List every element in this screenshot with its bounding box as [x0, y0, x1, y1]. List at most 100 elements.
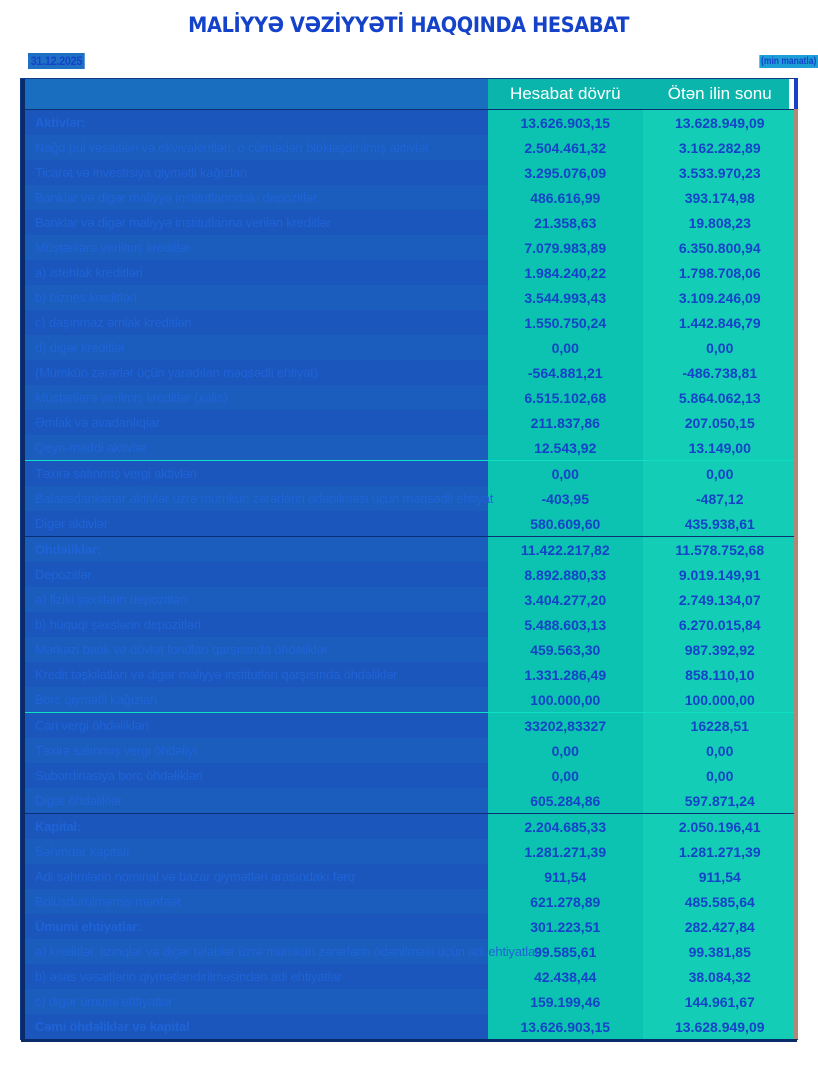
row-label: Təxirə salınmış vergi aktivləri [21, 461, 488, 486]
row-label: d) digər kreditlər [21, 335, 488, 360]
row-value-current: 11.422.217,82 [488, 537, 643, 562]
table-row: b) biznes kreditləri 3.544.993,43 3.109.24… [21, 285, 797, 310]
table-row: Müştərilərə verilmiş kreditlər (xalis) 6.… [21, 385, 797, 410]
row-value-previous: 1.281.271,39 [642, 839, 797, 864]
table-row: Təxirə salınmış vergi öhdəliyi 0,00 0,00 [21, 738, 797, 763]
table-row: Balansdankənar aktivlər üzrə mümkün zərə… [21, 486, 797, 511]
row-label: Təxirə salınmış vergi öhdəliyi [21, 738, 488, 763]
table-row: Subordinasiya borc öhdəlikləri 0,00 0,00 [21, 763, 797, 788]
report-meta-row: 31.12.2025 (min manatla) [0, 53, 818, 75]
table-row: Adi səhmlərin nominal və bazar qiymətlər… [21, 864, 797, 889]
row-value-previous: 987.392,92 [642, 637, 797, 662]
row-label-text: Balansdankənar aktivlər üzrə mümkün zərə… [35, 491, 494, 506]
row-value-previous: -486.738,81 [642, 360, 797, 385]
table-header-right-edge [794, 79, 798, 109]
row-value-current: 100.000,00 [488, 687, 643, 712]
row-value-current: 1.984.240,22 [488, 260, 643, 285]
row-value-current: 6.515.102,68 [488, 385, 643, 410]
row-value-current: 621.278,89 [488, 889, 643, 914]
row-value-previous: 3.162.282,89 [642, 135, 797, 160]
row-value-previous: 0,00 [642, 763, 797, 788]
row-value-previous: 0,00 [642, 738, 797, 763]
row-value-previous: 5.864.062,13 [642, 385, 797, 410]
row-value-current: 911,54 [488, 864, 643, 889]
table-row: Əmlak və avadanlıqlar 211.837,86 207.050,1… [21, 410, 797, 435]
row-label: a) fiziki şəxslərin depozitləri [21, 587, 488, 612]
row-label: Nağd pul vəsaitləri və ekvivalentləri, o… [21, 135, 488, 160]
row-value-previous: 38.084,32 [642, 964, 797, 989]
row-value-previous: 393.174,98 [642, 185, 797, 210]
table-row: Kredit təşkilatları və digər maliyyə ins… [21, 662, 797, 687]
row-value-previous: -487,12 [642, 486, 797, 511]
table-row: a) fiziki şəxslərin depozitləri 3.404.277… [21, 587, 797, 612]
table-row: Bölüşdürülməmiş mənfəət 621.278,89 485.585… [21, 889, 797, 914]
table-row: Qeyri-maddi aktivlər 12.543,92 13.149,00 [21, 435, 797, 460]
table-bottom-edge [21, 1039, 797, 1042]
row-value-current: 21.358,63 [488, 210, 643, 235]
row-value-current: 0,00 [488, 335, 643, 360]
row-label: Bölüşdürülməmiş mənfəət [21, 889, 488, 914]
row-value-current: 159.199,46 [488, 989, 643, 1014]
row-value-current: 0,00 [488, 461, 643, 486]
financial-statement-table: Hesabat dövrü Ötən ilin sonu Aktivlər: 13… [20, 78, 798, 1042]
row-value-previous: 13.628.949,09 [642, 1014, 797, 1039]
row-value-current: 12.543,92 [488, 435, 643, 460]
row-label: Banklar və digər maliyyə institutlarında… [21, 185, 488, 210]
row-value-previous: 11.578.752,68 [642, 537, 797, 562]
table-row: d) digər kreditlər 0,00 0,00 [21, 335, 797, 360]
row-value-previous: 597.871,24 [642, 788, 797, 813]
row-value-current: 13.626.903,15 [488, 110, 643, 135]
table-row: b) hüquqi şəxslərin depozitləri 5.488.603… [21, 612, 797, 637]
row-label: b) biznes kreditləri [21, 285, 488, 310]
header-label-cell [21, 79, 488, 109]
row-label-text: Nağd pul vəsaitləri və ekvivalentləri, o… [35, 140, 430, 155]
table-left-edge [21, 79, 25, 1039]
table-row: Nağd pul vəsaitləri və ekvivalentləri, o… [21, 135, 797, 160]
row-label: Müştərilərə verilmiş kreditlər (xalis) [21, 385, 488, 410]
row-value-current: -564.881,21 [488, 360, 643, 385]
row-value-current: 3.404.277,20 [488, 587, 643, 612]
currency-units-label: (min manatla) [759, 55, 818, 68]
row-label: Adi səhmlərin nominal və bazar qiymətlər… [21, 864, 488, 889]
row-value-previous: 435.938,61 [642, 511, 797, 536]
row-label: c) daşınmaz əmlak kreditləri [21, 310, 488, 335]
row-label-text: a) kreditlər, lizinqlər və digər tələblə… [35, 944, 540, 959]
row-value-previous: 6.270.015,84 [642, 612, 797, 637]
row-label: Mərkəzi bank və dövlət fondları qarşısın… [21, 637, 488, 662]
table-body: Aktivlər: 13.626.903,15 13.628.949,09 Nağd … [21, 109, 797, 1039]
row-label: a) kreditlər, lizinqlər və digər tələblə… [21, 939, 539, 964]
row-value-previous: 2.050.196,41 [642, 814, 797, 839]
row-label: Subordinasiya borc öhdəlikləri [21, 763, 488, 788]
row-value-current: 1.331.286,49 [488, 662, 643, 687]
row-value-current: -403,95 [488, 486, 643, 511]
table-row: Banklar və digər maliyyə institutlarına … [21, 210, 797, 235]
row-label: Öhdəliklər: [21, 537, 488, 562]
row-value-previous: 144.961,67 [642, 989, 797, 1014]
row-value-previous: 1.798.708,06 [642, 260, 797, 285]
row-value-previous: 0,00 [642, 335, 797, 360]
row-label: Kredit təşkilatları və digər maliyyə ins… [21, 662, 488, 687]
row-value-current: 33202,83327 [488, 713, 643, 738]
table-row: Öhdəliklər: 11.422.217,82 11.578.752,68 [21, 536, 797, 562]
row-value-previous: 911,54 [642, 864, 797, 889]
row-value-previous: 99.381,85 [642, 939, 797, 964]
row-value-previous: 485.585,64 [642, 889, 797, 914]
row-value-previous: 9.019.149,91 [642, 562, 797, 587]
table-row: a) kreditlər, lizinqlər və digər tələblə… [21, 939, 797, 964]
row-label: Digər öhdəliklər [21, 788, 488, 813]
row-label: Ticarət və investisiya qiymətli kağızlar… [21, 160, 488, 185]
row-value-current: 0,00 [488, 738, 643, 763]
row-value-previous: 2.749.134,07 [642, 587, 797, 612]
row-label: Depozitlər [21, 562, 488, 587]
table-row: Səhmdar kapitalı 1.281.271,39 1.281.271,39 [21, 839, 797, 864]
row-value-previous: 13.149,00 [642, 435, 797, 460]
table-row: (Mümkün zərərlər üçün yaradılan məqsədli… [21, 360, 797, 385]
row-label: Qeyri-maddi aktivlər [21, 435, 488, 460]
row-label-text: Kredit təşkilatları və digər maliyyə ins… [35, 667, 398, 682]
table-row: Kapital: 2.204.685,33 2.050.196,41 [21, 813, 797, 839]
row-label: b) əsas vəsaitlərin qiymətləndirilməsind… [21, 964, 488, 989]
table-row: Aktivlər: 13.626.903,15 13.628.949,09 [21, 109, 797, 135]
row-value-current: 8.892.880,33 [488, 562, 643, 587]
row-value-previous: 6.350.800,94 [642, 235, 797, 260]
table-row: b) əsas vəsaitlərin qiymətləndirilməsind… [21, 964, 797, 989]
